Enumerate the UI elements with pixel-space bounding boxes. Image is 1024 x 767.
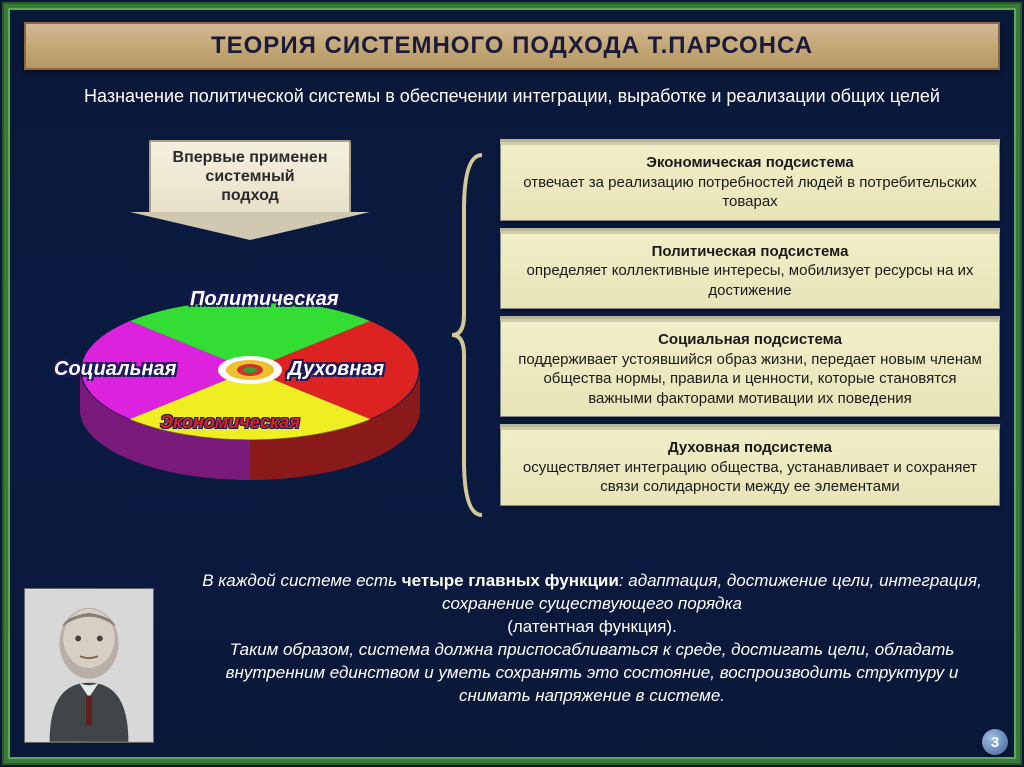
card-title: Экономическая подсистема bbox=[646, 154, 853, 171]
arrow-line2: системный bbox=[173, 167, 328, 186]
card-body: поддерживает устоявшийся образ жизни, пе… bbox=[518, 351, 982, 407]
title-bar: ТЕОРИЯ СИСТЕМНОГО ПОДХОДА Т.ПАРСОНСА bbox=[24, 22, 1000, 70]
portrait bbox=[24, 588, 154, 743]
arrow-line3: подход bbox=[173, 186, 328, 205]
bt-1b: четыре главных функции bbox=[402, 571, 619, 590]
card-title: Политическая подсистема bbox=[652, 243, 849, 260]
card-body: осуществляет интеграцию общества, устана… bbox=[523, 459, 977, 496]
cards-column: Экономическая подсистема отвечает за реа… bbox=[500, 142, 1000, 506]
card-economic: Экономическая подсистема отвечает за реа… bbox=[500, 142, 1000, 221]
slide-title: ТЕОРИЯ СИСТЕМНОГО ПОДХОДА Т.ПАРСОНСА bbox=[211, 32, 813, 60]
page-number: 3 bbox=[982, 729, 1008, 755]
pie-chart: Политическая Духовная Экономическая Соци… bbox=[60, 240, 440, 500]
arrow-badge: Впервые применен системный подход bbox=[130, 140, 370, 230]
pie-label-spiritual: Духовная bbox=[288, 358, 384, 381]
card-political: Политическая подсистема определяет колле… bbox=[500, 231, 1000, 310]
arrow-box: Впервые применен системный подход bbox=[149, 140, 352, 214]
card-spiritual: Духовная подсистема осуществляет интегра… bbox=[500, 427, 1000, 506]
subtitle: Назначение политической системы в обеспе… bbox=[60, 84, 964, 109]
bt-1a: В каждой системе есть bbox=[202, 571, 402, 590]
card-body: определяет коллективные интересы, мобили… bbox=[527, 262, 974, 299]
card-title: Социальная подсистема bbox=[658, 331, 842, 348]
brace-icon bbox=[450, 150, 490, 520]
arrow-line1: Впервые применен bbox=[173, 148, 328, 167]
pie-label-social: Социальная bbox=[54, 358, 176, 381]
card-social: Социальная подсистема поддерживает устоя… bbox=[500, 319, 1000, 417]
pie-label-economic: Экономическая bbox=[160, 412, 300, 433]
card-title: Духовная подсистема bbox=[668, 439, 832, 456]
pie-label-political: Политическая bbox=[190, 288, 339, 311]
card-body: отвечает за реализацию потребностей люде… bbox=[523, 174, 977, 211]
bt-2: Таким образом, система должна приспосабл… bbox=[226, 640, 959, 705]
bt-1d: (латентная функция). bbox=[507, 617, 677, 636]
bottom-text: В каждой системе есть четыре главных фун… bbox=[200, 570, 984, 708]
arrow-down-icon bbox=[130, 212, 370, 240]
